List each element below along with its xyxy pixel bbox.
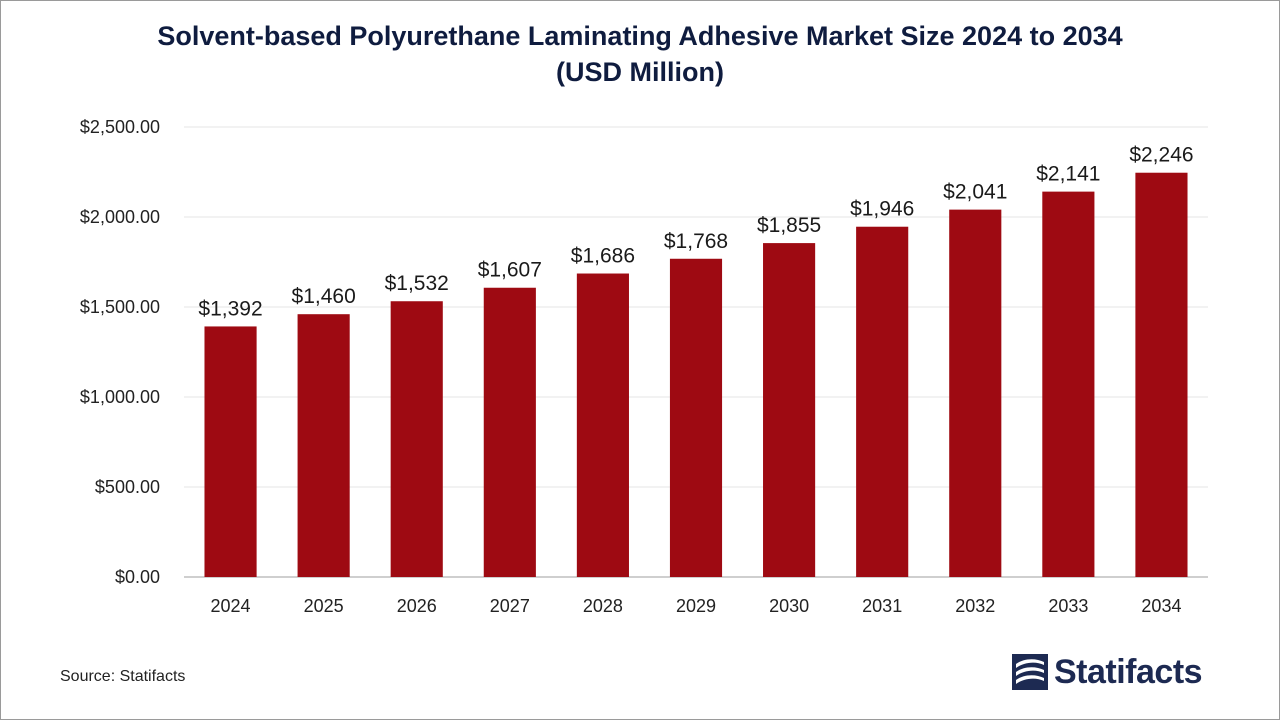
x-tick-label: 2025 (304, 596, 344, 616)
y-tick-label: $0.00 (115, 567, 160, 587)
x-tick-label: 2029 (676, 596, 716, 616)
bar-value-label: $2,141 (1036, 163, 1100, 186)
x-tick-label: 2030 (769, 596, 809, 616)
y-tick-label: $1,500.00 (80, 297, 160, 317)
bar-value-label: $2,041 (943, 181, 1007, 204)
x-tick-label: 2031 (862, 596, 902, 616)
y-tick-label: $2,000.00 (80, 207, 160, 227)
statifacts-logo-icon (1012, 654, 1048, 690)
statifacts-logo: Statifacts (1012, 650, 1203, 694)
bar (204, 326, 257, 577)
x-tick-label: 2034 (1141, 596, 1181, 616)
bar-value-label: $1,946 (850, 198, 914, 221)
bar (669, 258, 723, 577)
x-tick-label: 2027 (490, 596, 530, 616)
bar-value-label: $1,532 (385, 272, 449, 295)
bar-value-label: $2,246 (1129, 144, 1193, 167)
bar-value-label: $1,768 (664, 230, 728, 253)
bar (949, 209, 1002, 577)
source-note: Source: Statifacts (60, 668, 186, 685)
bar-value-label: $1,392 (198, 297, 262, 320)
bar-value-label: $1,460 (292, 285, 356, 308)
bar (390, 301, 443, 577)
bar (763, 243, 816, 577)
bar-value-label: $1,855 (757, 214, 821, 237)
statifacts-logo-text: Statifacts (1054, 652, 1203, 691)
y-tick-label: $2,500.00 (80, 117, 160, 137)
x-tick-label: 2024 (211, 596, 251, 616)
chart-title: Solvent-based Polyurethane Laminating Ad… (40, 18, 1240, 90)
chart-title-line1: Solvent-based Polyurethane Laminating Ad… (157, 21, 1123, 51)
x-tick-label: 2032 (955, 596, 995, 616)
y-tick-label: $500.00 (95, 477, 160, 497)
y-tick-label: $1,000.00 (80, 387, 160, 407)
x-tick-label: 2028 (583, 596, 623, 616)
bar (483, 287, 536, 577)
x-tick-label: 2026 (397, 596, 437, 616)
bar (297, 314, 350, 577)
bar-value-label: $1,686 (571, 245, 635, 268)
bar (576, 273, 629, 577)
bar (856, 226, 909, 577)
bar (1135, 172, 1188, 577)
bar-value-label: $1,607 (478, 259, 542, 282)
x-tick-label: 2033 (1048, 596, 1088, 616)
chart-title-line2: (USD Million) (556, 57, 724, 87)
bar (1042, 191, 1095, 577)
